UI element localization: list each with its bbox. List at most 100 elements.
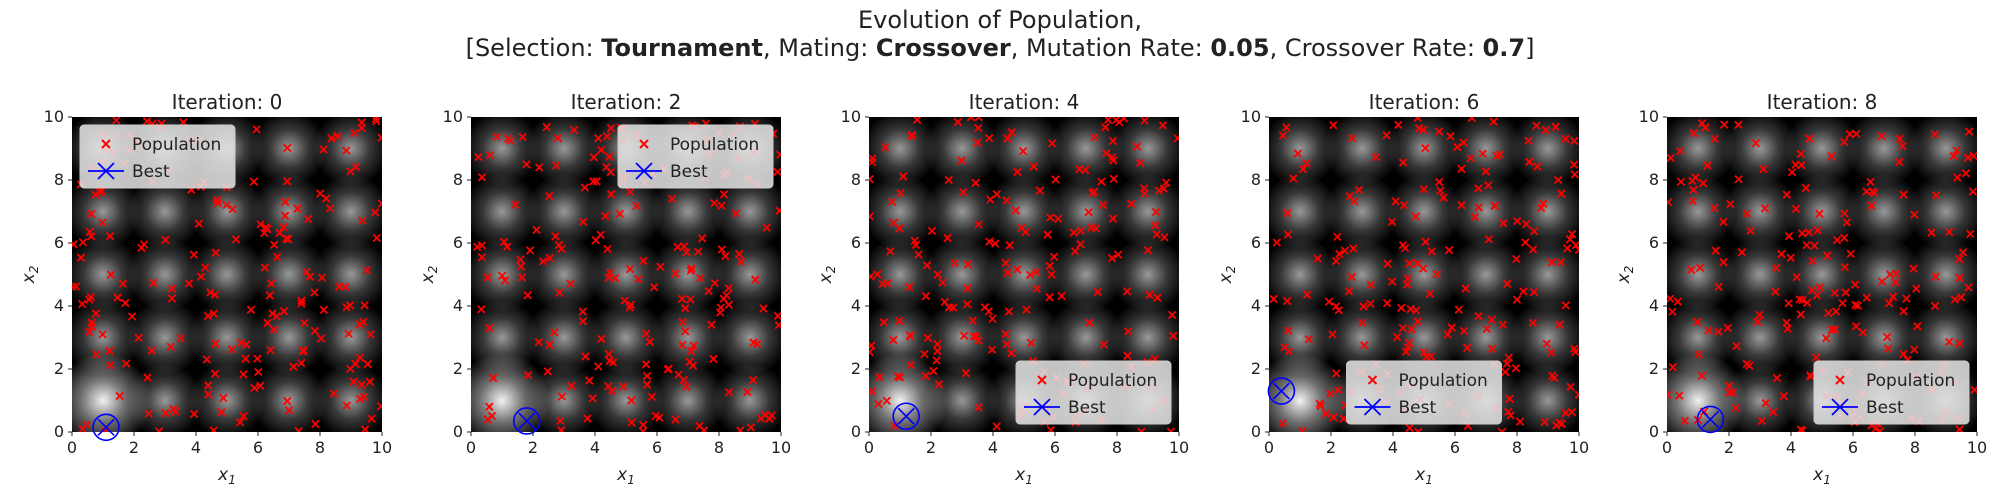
population-point xyxy=(869,272,875,281)
population-point xyxy=(265,291,274,300)
population-point xyxy=(647,392,657,402)
population-point xyxy=(517,273,527,282)
population-point xyxy=(279,306,289,316)
population-point xyxy=(366,330,375,339)
population-point xyxy=(1689,128,1699,138)
population-point xyxy=(1137,427,1146,432)
landscape-bump xyxy=(650,299,726,376)
population-point xyxy=(275,228,284,238)
crossover-value: 0.7 xyxy=(1482,34,1526,62)
population-point xyxy=(500,276,510,285)
population-point xyxy=(98,330,107,339)
legend: Population Best xyxy=(617,124,774,189)
x-tick-label: 2 xyxy=(926,438,936,457)
population-point xyxy=(774,320,781,330)
population-point xyxy=(1521,219,1531,229)
population-point xyxy=(1885,270,1895,279)
population-point xyxy=(1528,318,1538,328)
population-point xyxy=(1021,227,1030,237)
population-point xyxy=(317,273,327,282)
population-point xyxy=(717,201,726,210)
population-point xyxy=(553,133,563,143)
population-point xyxy=(887,197,897,207)
landscape-bump xyxy=(189,299,265,376)
population-point xyxy=(211,248,220,257)
population-point xyxy=(518,132,527,142)
population-point xyxy=(272,252,282,262)
population-point xyxy=(485,402,494,411)
population-point xyxy=(377,199,382,208)
population-point xyxy=(367,414,376,423)
population-point xyxy=(1804,228,1814,237)
population-point xyxy=(1108,136,1118,146)
population-point xyxy=(139,240,149,249)
population-point xyxy=(1557,189,1566,198)
population-point xyxy=(1899,190,1908,199)
landscape-bump xyxy=(1269,299,1338,376)
panel-title: Iteration: 8 xyxy=(1767,90,1878,114)
population-point xyxy=(1955,273,1964,283)
population-point xyxy=(1153,293,1162,302)
population-point xyxy=(694,247,703,256)
population-point xyxy=(1282,208,1292,218)
population-point xyxy=(1444,245,1454,255)
x-tick-label: 6 xyxy=(652,438,662,457)
legend-best-label: Best xyxy=(132,162,170,182)
landscape-bump xyxy=(588,362,664,432)
population-point xyxy=(1403,280,1412,289)
population-point xyxy=(1955,425,1964,432)
population-point xyxy=(688,361,698,370)
population-point xyxy=(1540,417,1549,427)
legend: Population Best xyxy=(1346,360,1502,425)
population-point xyxy=(1667,153,1675,163)
population-point xyxy=(1114,117,1124,127)
population-point xyxy=(550,328,559,337)
landscape-bump xyxy=(588,173,664,250)
x-tick-label: 4 xyxy=(1786,438,1796,457)
population-point xyxy=(1126,199,1136,208)
population-point xyxy=(969,332,979,341)
population-point xyxy=(85,227,95,237)
x-axis-label: x1 xyxy=(1014,465,1033,487)
population-point xyxy=(472,242,482,252)
population-point xyxy=(596,145,606,155)
population-point xyxy=(604,382,613,391)
population-point xyxy=(724,300,733,310)
panel-title: Iteration: 0 xyxy=(172,90,283,114)
population-point xyxy=(266,279,276,288)
panel-4: Iteration: 8 0 2 4 6 8 10 0 2 4 6 8 10 x1 x2 Population… xyxy=(1614,90,1987,487)
landscape-bump xyxy=(1846,236,1922,313)
population-point xyxy=(1462,343,1472,352)
landscape-bump xyxy=(924,173,1000,250)
population-point xyxy=(1570,170,1579,179)
x-tick-label: 6 xyxy=(253,438,263,457)
population-point xyxy=(552,161,561,170)
landscape-bump xyxy=(869,173,938,250)
population-point xyxy=(1289,174,1298,183)
landscape-bump xyxy=(72,236,141,313)
population-point xyxy=(1432,269,1441,279)
x-tick-label: 4 xyxy=(191,438,201,457)
population-point xyxy=(1524,136,1533,145)
population-point xyxy=(321,194,331,203)
legend-population-label: Population xyxy=(132,135,221,155)
population-point xyxy=(1964,283,1973,292)
population-point xyxy=(239,411,248,421)
population-point xyxy=(363,359,372,369)
population-point xyxy=(523,370,533,380)
population-point xyxy=(927,226,937,236)
population-point xyxy=(1561,301,1570,310)
population-point xyxy=(1282,123,1291,132)
population-point xyxy=(1108,214,1118,223)
population-point xyxy=(736,257,746,266)
population-point xyxy=(1697,371,1707,381)
population-point xyxy=(875,372,884,382)
population-point xyxy=(262,224,272,234)
population-point xyxy=(1140,117,1149,125)
population-point xyxy=(78,424,87,432)
population-point xyxy=(1474,312,1483,321)
population-point xyxy=(1877,131,1887,141)
population-point xyxy=(605,268,615,277)
population-point xyxy=(1487,344,1497,354)
population-point xyxy=(1329,120,1338,130)
